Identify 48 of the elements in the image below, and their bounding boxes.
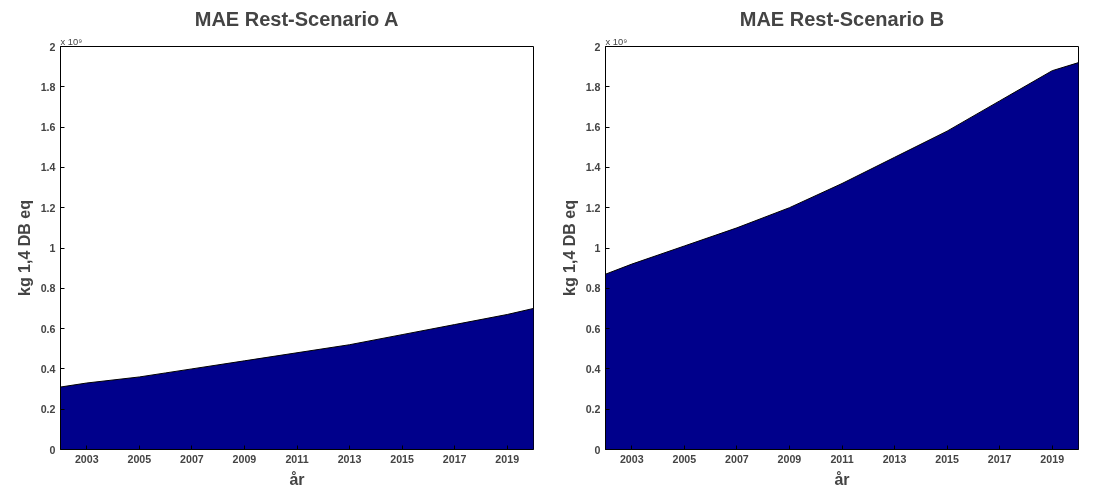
y-tick-label: 0.2 bbox=[585, 403, 601, 416]
text: x 10⁹ bbox=[605, 36, 628, 47]
text: x 10⁹ bbox=[60, 36, 83, 47]
x-tick-label: 2011 bbox=[830, 452, 854, 465]
y-tick-label: 0 bbox=[49, 443, 56, 456]
y-tick-label: 2 bbox=[49, 40, 56, 53]
x-tick-label: 2013 bbox=[337, 452, 362, 465]
y-tick-label: 0.4 bbox=[40, 362, 56, 375]
x-tick-label: 2005 bbox=[672, 452, 697, 465]
x-tick-label: 2003 bbox=[74, 452, 99, 465]
y-tick-label: 1.6 bbox=[585, 121, 601, 134]
y-tick-label: 1 bbox=[49, 242, 56, 254]
y-tick-label: 1.4 bbox=[585, 161, 601, 174]
x-axis-title: år bbox=[289, 470, 305, 488]
x-tick-label: 2007 bbox=[180, 452, 204, 465]
y-tick-label: 0 bbox=[594, 443, 601, 456]
y-tick-label: 0.8 bbox=[585, 282, 601, 295]
y-tick-label: 1.2 bbox=[40, 201, 56, 214]
y-tick-label: 1.6 bbox=[40, 121, 56, 134]
x-tick-label: 2007 bbox=[725, 452, 749, 465]
x-tick-label: 2013 bbox=[882, 452, 907, 465]
y-tick-label: 0.6 bbox=[40, 322, 56, 335]
y-axis-title: kg 1,4 DB eq bbox=[15, 199, 33, 297]
x-tick-label: 2011 bbox=[285, 452, 309, 465]
y-tick-label: 0.2 bbox=[40, 403, 56, 416]
x-tick-label: 2009 bbox=[777, 452, 802, 465]
chart-title: MAE Rest-Scenario B bbox=[739, 7, 945, 30]
y-tick-label: 1.8 bbox=[40, 80, 56, 93]
x-tick-label: 2015 bbox=[390, 452, 415, 465]
x-tick-label: 2005 bbox=[127, 452, 152, 465]
chart-title: MAE Rest-Scenario A bbox=[194, 7, 399, 30]
x-tick-label: 2017 bbox=[442, 452, 467, 465]
x-axis-title: år bbox=[834, 470, 850, 488]
y-tick-label: 0.6 bbox=[585, 322, 601, 335]
y-tick-label: 0.8 bbox=[40, 282, 56, 295]
y-tick-label: 1.8 bbox=[585, 80, 601, 93]
x-tick-label: 2009 bbox=[232, 452, 257, 465]
y-tick-label: 0.4 bbox=[585, 362, 601, 375]
x-tick-label: 2019 bbox=[495, 452, 520, 465]
x-tick-label: 2015 bbox=[935, 452, 960, 465]
y-tick-label: 1 bbox=[594, 242, 601, 254]
x-tick-label: 2017 bbox=[987, 452, 1012, 465]
y-tick-label: 1.2 bbox=[585, 201, 601, 214]
x-tick-label: 2019 bbox=[1040, 452, 1065, 465]
y-axis-title: kg 1,4 DB eq bbox=[560, 199, 578, 297]
x-tick-label: 2003 bbox=[619, 452, 644, 465]
y-tick-label: 1.4 bbox=[40, 161, 56, 174]
y-tick-label: 2 bbox=[594, 40, 601, 53]
